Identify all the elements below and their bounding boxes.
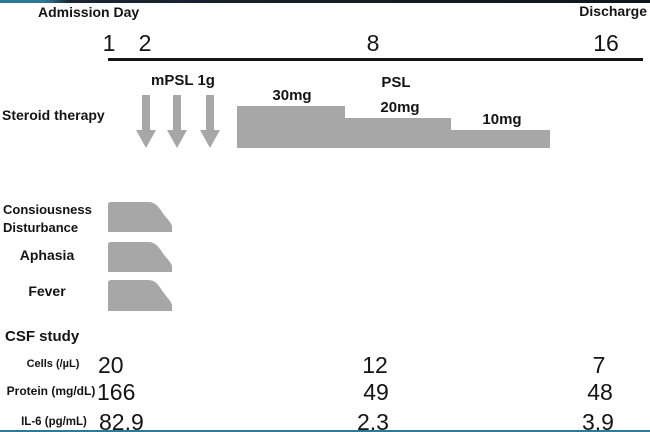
csf-row-label-il6: IL-6 (pg/mL) bbox=[21, 416, 87, 428]
timeline-day-8: 8 bbox=[366, 30, 380, 56]
steroid-taper-step-bar bbox=[237, 106, 345, 148]
csf-row-label-protein: Protein (mg/dL) bbox=[6, 384, 96, 398]
csf-value-protein-day8: 49 bbox=[363, 379, 389, 405]
dose-label-30mg: 30mg bbox=[272, 87, 312, 104]
admission-day-label: Admission Day bbox=[38, 4, 140, 20]
symptom-label-line: Disturbance bbox=[3, 220, 79, 235]
mpsl-pulse-label: mPSL 1g bbox=[151, 72, 215, 89]
symptom-duration-shape bbox=[108, 202, 172, 232]
steroid-therapy-label: Steroid therapy bbox=[2, 107, 105, 123]
top-border-line bbox=[0, 0, 650, 3]
symptom-label-aphasia: Aphasia bbox=[19, 247, 75, 263]
csf-row-label-cells: Cells (/µL) bbox=[26, 358, 80, 370]
csf-value-cells-day16: 7 bbox=[592, 352, 606, 378]
csf-value-il6-day16: 3.9 bbox=[582, 409, 614, 432]
psl-drug-label: PSL bbox=[381, 74, 411, 91]
symptom-label-fever: Fever bbox=[28, 283, 66, 299]
timeline-day-1: 1 bbox=[102, 30, 116, 56]
csf-value-protein-day1: 166 bbox=[97, 379, 136, 405]
steroid-pulse-arrow-icon bbox=[200, 95, 220, 148]
csf-study-title: CSF study bbox=[5, 328, 80, 345]
csf-value-il6-day1: 82.9 bbox=[99, 409, 144, 432]
csf-value-cells-day1: 20 bbox=[98, 352, 124, 378]
symptom-duration-shape bbox=[108, 280, 172, 311]
csf-value-il6-day8: 2.3 bbox=[357, 409, 389, 432]
dose-label-10mg: 10mg bbox=[482, 111, 522, 128]
csf-value-protein-day16: 48 bbox=[587, 379, 613, 405]
csf-value-cells-day8: 12 bbox=[362, 352, 388, 378]
steroid-taper-step-bar bbox=[451, 130, 550, 148]
timeline-day-16: 16 bbox=[593, 30, 619, 56]
dose-label-20mg: 20mg bbox=[380, 99, 420, 116]
bottom-border-line bbox=[0, 430, 650, 432]
symptom-label-consciousness-disturbance: Consiousness Disturbance bbox=[3, 201, 92, 237]
steroid-pulse-arrow-icon bbox=[136, 95, 156, 148]
steroid-taper-step-bar bbox=[345, 118, 451, 148]
timeline-day-2: 2 bbox=[138, 30, 152, 56]
steroid-pulse-arrow-icon bbox=[167, 95, 187, 148]
symptom-label-line: Consiousness bbox=[3, 202, 92, 217]
symptom-duration-shape bbox=[108, 242, 172, 272]
discharge-label: Discharge bbox=[579, 3, 647, 19]
timeline-axis-line bbox=[108, 58, 643, 61]
